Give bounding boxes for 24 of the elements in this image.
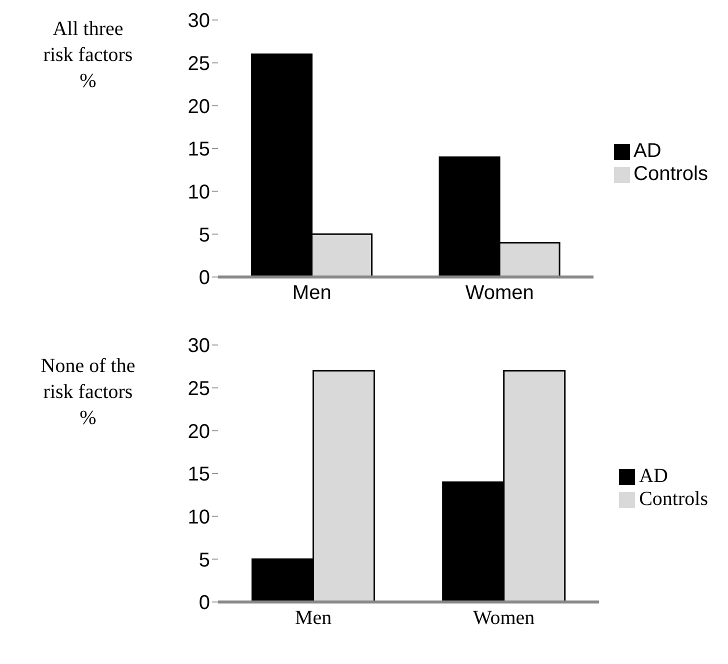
legend-label: AD [634, 140, 662, 162]
legend-label: Controls [634, 163, 708, 185]
y-tick-label: 15 [188, 464, 210, 486]
y-tick-label: 30 [188, 335, 210, 358]
y-axis-title: All three risk factors % [42, 17, 134, 94]
legend-label: AD [639, 465, 668, 487]
y-tick-label: 25 [188, 52, 210, 75]
y-tick-label: 5 [198, 224, 210, 246]
y-tick-label: 15 [188, 138, 210, 161]
legend-label: Controls [639, 488, 708, 510]
x-tick-label: Men [294, 607, 332, 630]
y-tick-label: 25 [188, 378, 210, 400]
y-axis-title: None of the risk factors % [40, 354, 136, 431]
x-tick-label: Women [465, 282, 534, 304]
y-tick-label: 20 [188, 420, 210, 443]
y-tick-label: 0 [198, 592, 210, 614]
y-tick-label: 5 [198, 549, 210, 572]
x-tick-label: Men [292, 282, 332, 304]
y-tick-label: 10 [188, 181, 210, 204]
x-tick-label: Women [472, 607, 535, 630]
y-tick-label: 10 [188, 506, 210, 528]
y-tick-label: 20 [188, 96, 210, 118]
y-tick-label: 0 [198, 267, 210, 290]
y-tick-label: 30 [188, 10, 210, 32]
